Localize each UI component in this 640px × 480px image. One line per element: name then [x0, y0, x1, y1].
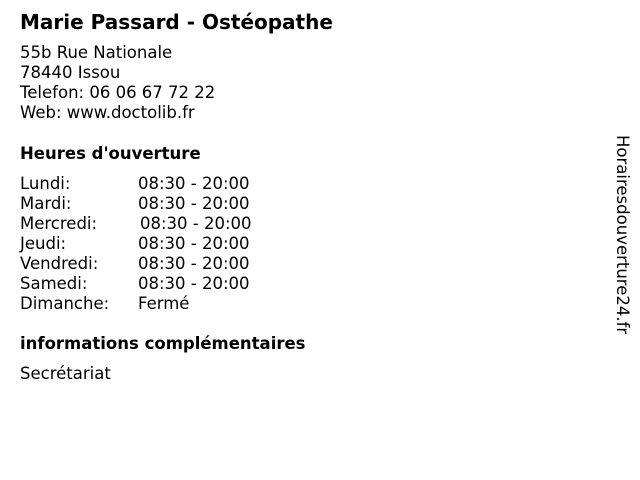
hours-row: Mardi: 08:30 - 20:00: [20, 194, 252, 214]
time: 08:30 - 20:00: [138, 194, 250, 213]
hours-row: Dimanche: Fermé: [20, 294, 252, 314]
hours-row: Lundi: 08:30 - 20:00: [20, 174, 252, 194]
extra-info-text: Secrétariat: [20, 364, 111, 383]
hours-row: Samedi: 08:30 - 20:00: [20, 274, 252, 294]
day: Vendredi:: [20, 254, 99, 273]
time: 08:30 - 20:00: [138, 254, 250, 273]
time: 08:30 - 20:00: [140, 214, 252, 233]
day: Mardi:: [20, 194, 72, 213]
website: Web: www.doctolib.fr: [20, 103, 195, 122]
time: 08:30 - 20:00: [138, 174, 250, 193]
hours-row: Vendredi: 08:30 - 20:00: [20, 254, 252, 274]
day: Lundi:: [20, 174, 71, 193]
hours-row: Mercredi: 08:30 - 20:00: [20, 214, 252, 234]
hours-row: Jeudi: 08:30 - 20:00: [20, 234, 252, 254]
extra-info-heading: informations complémentaires: [20, 334, 306, 353]
page-title: Marie Passard - Ostéopathe: [20, 10, 333, 34]
hours-heading: Heures d'ouverture: [20, 144, 201, 163]
address-city: 78440 Issou: [20, 63, 121, 82]
time: Fermé: [138, 294, 190, 313]
day: Jeudi:: [20, 234, 67, 253]
day: Dimanche:: [20, 294, 110, 313]
phone: Telefon: 06 06 67 72 22: [20, 83, 216, 102]
address-street: 55b Rue Nationale: [20, 43, 173, 62]
day: Samedi:: [20, 274, 88, 293]
time: 08:30 - 20:00: [138, 274, 250, 293]
hours-table: Lundi: 08:30 - 20:00 Mardi: 08:30 - 20:00 …: [20, 174, 252, 314]
time: 08:30 - 20:00: [138, 234, 250, 253]
address-block: 55b Rue Nationale 78440 Issou Telefon: 0…: [20, 43, 215, 123]
day: Mercredi:: [20, 214, 98, 233]
watermark-text: Horairesdouverture24.fr: [613, 135, 632, 335]
